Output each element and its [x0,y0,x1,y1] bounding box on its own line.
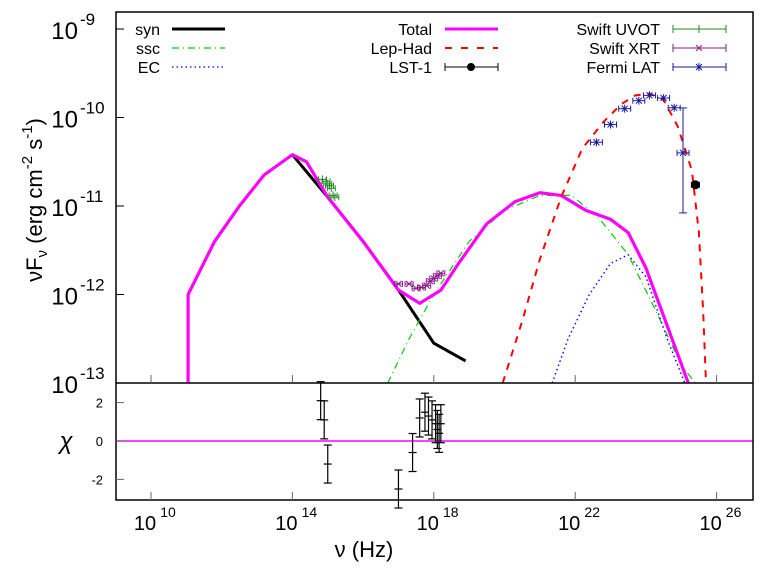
residual-point [320,400,329,440]
r-tick-label: 2 [96,396,103,411]
legend-swatch [672,44,727,52]
point-fermi-lat [604,120,618,129]
point-fermi-lat [589,138,603,147]
y-tick-exp: -12 [80,276,105,295]
residual-point [415,398,424,438]
legend-label: Lep-Had [371,41,432,58]
y-tick-label: 10 [51,195,78,222]
curve-lep-had [501,92,707,383]
y-tick-exp: -9 [80,10,95,29]
marker [437,269,445,277]
x-tick-exp: 22 [584,504,600,520]
x-tick-label: 10 [699,513,721,535]
x-tick-label: 10 [275,513,297,535]
marker [405,280,413,288]
y-axis-label: νFν (erg cm-2 s-1) [19,118,51,282]
residual-point [394,469,403,509]
legend-label: Fermi LAT [587,60,661,77]
legend-label: ssc [136,41,160,58]
y-tick-label: 10 [51,107,78,134]
legend-label: EC [138,60,160,77]
model-curves [186,92,707,383]
legend-label: Swift UVOT [576,22,660,39]
residual-point [436,404,445,444]
point-fermi-lat [618,104,632,113]
x-tick-label: 10 [417,513,439,535]
point-lst-1 [690,180,700,190]
marker [395,280,402,288]
residual-panel [116,381,753,509]
point-fermi-lat [676,107,690,214]
frame-rect [115,11,754,501]
y-tick-label: 10 [51,372,78,399]
data-points [317,91,700,292]
residual-point [424,396,433,436]
point-fermi-lat [657,94,671,103]
residual-point [435,413,444,453]
x-axis-label: ν (Hz) [335,537,394,562]
legend: syn ssc EC Total Lep-Had LST-1 Swift UVOT Swift… [135,22,727,77]
y-tick-label: 10 [51,18,78,45]
y-tick-exp: -10 [80,99,105,118]
y-tick-exp: -13 [80,364,105,383]
legend-swatch [444,63,499,71]
curve-ec [551,254,686,383]
m [695,44,703,52]
curve-syn [291,153,467,363]
axis-labels: ν (Hz) χ [57,428,393,562]
legend-label: syn [135,22,160,39]
legend-label: Swift XRT [589,41,660,58]
x-tick-exp: 26 [726,504,742,520]
point-fermi-lat [642,91,656,100]
legend-swatch [672,63,727,71]
x-tick-label: 10 [558,513,580,535]
x-tick-label: 10 [134,513,156,535]
residual-point [323,444,332,484]
legend-label: LST-1 [389,60,432,77]
dot [467,63,475,71]
residual-point [408,432,417,473]
legend-swatch [672,25,727,33]
x-tick-exp: 18 [443,504,459,520]
point-swift-xrt [422,282,432,290]
residual-y-label: χ [57,428,73,455]
point-fermi-lat [632,96,646,105]
point-swift-uvot [330,193,340,202]
marker [412,284,420,292]
legend-label: Total [398,22,432,39]
residual-point [428,400,437,440]
curve-ssc [387,194,696,383]
point-swift-xrt [404,280,414,288]
y-tick-label: 10 [51,284,78,311]
x-tick-exp: 14 [302,504,318,520]
y-tick-exp: -11 [80,187,103,206]
r-tick-label: 0 [96,434,103,449]
curve-total [186,153,690,383]
point-swift-xrt [436,269,446,277]
residual-point [420,392,429,432]
point-swift-uvot [326,184,336,193]
r-tick-label: -2 [91,472,103,487]
marker [690,180,700,190]
x-tick-exp: 10 [160,504,176,520]
point-swift-xrt [393,280,403,288]
marker [423,282,431,290]
